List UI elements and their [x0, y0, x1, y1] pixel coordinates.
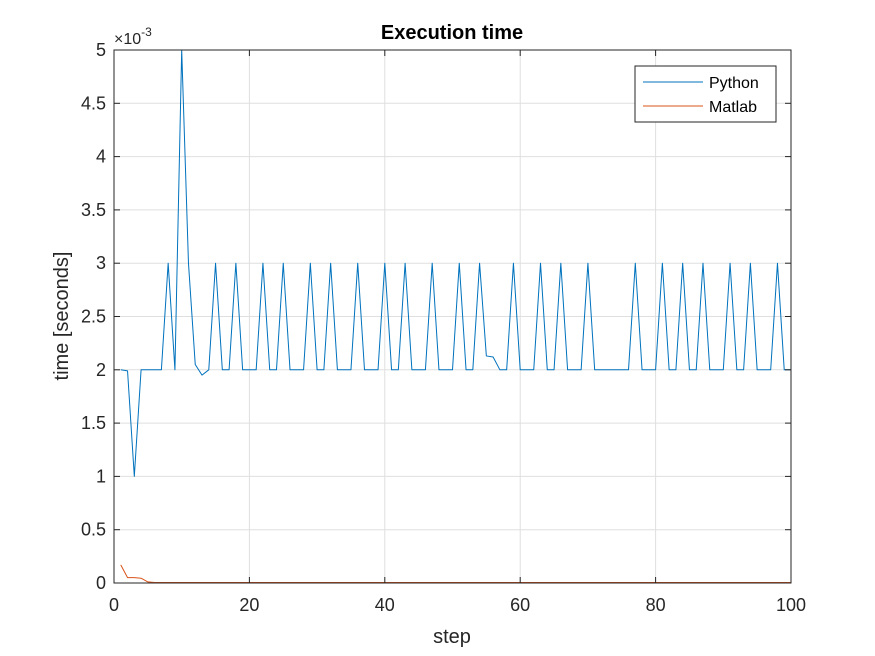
y-axis-label: time [seconds]	[51, 252, 73, 381]
y-tick-label: 4.5	[81, 93, 106, 113]
y-tick-label: 1	[96, 466, 106, 486]
series-layer	[120, 49, 791, 583]
legend-box	[634, 65, 777, 123]
legend-label-matlab: Matlab	[709, 99, 757, 116]
y-tick-label: 3	[96, 253, 106, 273]
y-tick-label: 0	[96, 573, 106, 593]
x-tick-label: 100	[776, 595, 806, 615]
x-axis-label: step	[433, 626, 471, 648]
ticks: 0 20 40 60 80 100 0 0.5 1 1.5 2 2.5 3 3.5 4 4.5 5	[81, 40, 806, 615]
y-exponent-base: ×10	[114, 31, 141, 48]
y-exponent-power: -3	[141, 25, 152, 39]
y-axis-exponent: ×10-3	[114, 25, 152, 48]
legend-label-python: Python	[709, 75, 759, 92]
y-tick-label: 4	[96, 147, 106, 167]
y-tick-label: 1.5	[81, 413, 106, 433]
series-line-matlab	[120, 564, 791, 583]
legend: Python Matlab	[634, 65, 777, 123]
y-tick-label: 2.5	[81, 307, 106, 327]
x-tick-label: 20	[239, 595, 259, 615]
series-line-python	[120, 49, 791, 477]
chart-title: Execution time	[381, 22, 523, 44]
x-tick-label: 80	[646, 595, 666, 615]
y-tick-label: 5	[96, 40, 106, 60]
y-tick-label: 3.5	[81, 200, 106, 220]
x-tick-label: 0	[109, 595, 119, 615]
x-tick-label: 40	[375, 595, 395, 615]
y-tick-label: 0.5	[81, 520, 106, 540]
y-tick-label: 2	[96, 360, 106, 380]
x-tick-label: 60	[510, 595, 530, 615]
